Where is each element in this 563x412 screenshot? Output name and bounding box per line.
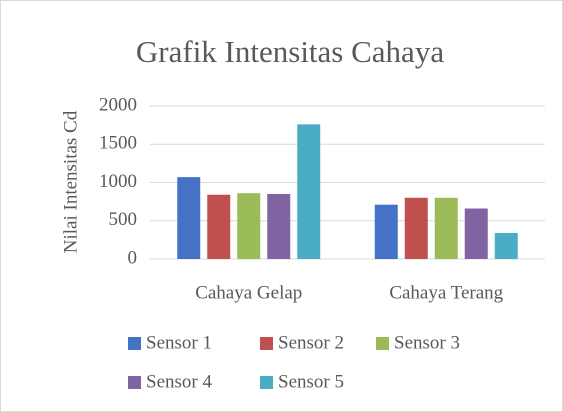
y-tick-label: 0 — [128, 247, 138, 268]
legend-label: Sensor 5 — [278, 371, 344, 392]
bar — [464, 208, 488, 259]
legend-label: Sensor 1 — [146, 332, 212, 353]
chart-title: Grafik Intensitas Cahaya — [136, 34, 444, 69]
legend-swatch — [260, 376, 273, 389]
legend-label: Sensor 3 — [394, 332, 460, 353]
legend-swatch — [128, 376, 141, 389]
bar — [177, 177, 201, 259]
x-tick-label: Cahaya Terang — [389, 282, 503, 303]
bar — [267, 193, 291, 259]
y-tick-label: 500 — [109, 209, 138, 230]
bar — [374, 204, 398, 259]
bar — [207, 194, 231, 259]
bar — [297, 124, 321, 259]
bar — [404, 197, 428, 259]
bar — [237, 193, 261, 259]
legend-label: Sensor 2 — [278, 332, 344, 353]
y-tick-label: 1000 — [99, 171, 137, 192]
legend-label: Sensor 4 — [146, 371, 212, 392]
y-tick-label: 2000 — [99, 94, 137, 115]
legend-swatch — [260, 337, 273, 350]
x-tick-label: Cahaya Gelap — [195, 282, 302, 303]
y-axis-label: Nilai Intensitas Cd — [60, 110, 81, 253]
legend-swatch — [376, 337, 389, 350]
bar — [494, 232, 518, 259]
bar — [434, 197, 458, 259]
legend-swatch — [128, 337, 141, 350]
y-tick-label: 1500 — [99, 133, 137, 154]
